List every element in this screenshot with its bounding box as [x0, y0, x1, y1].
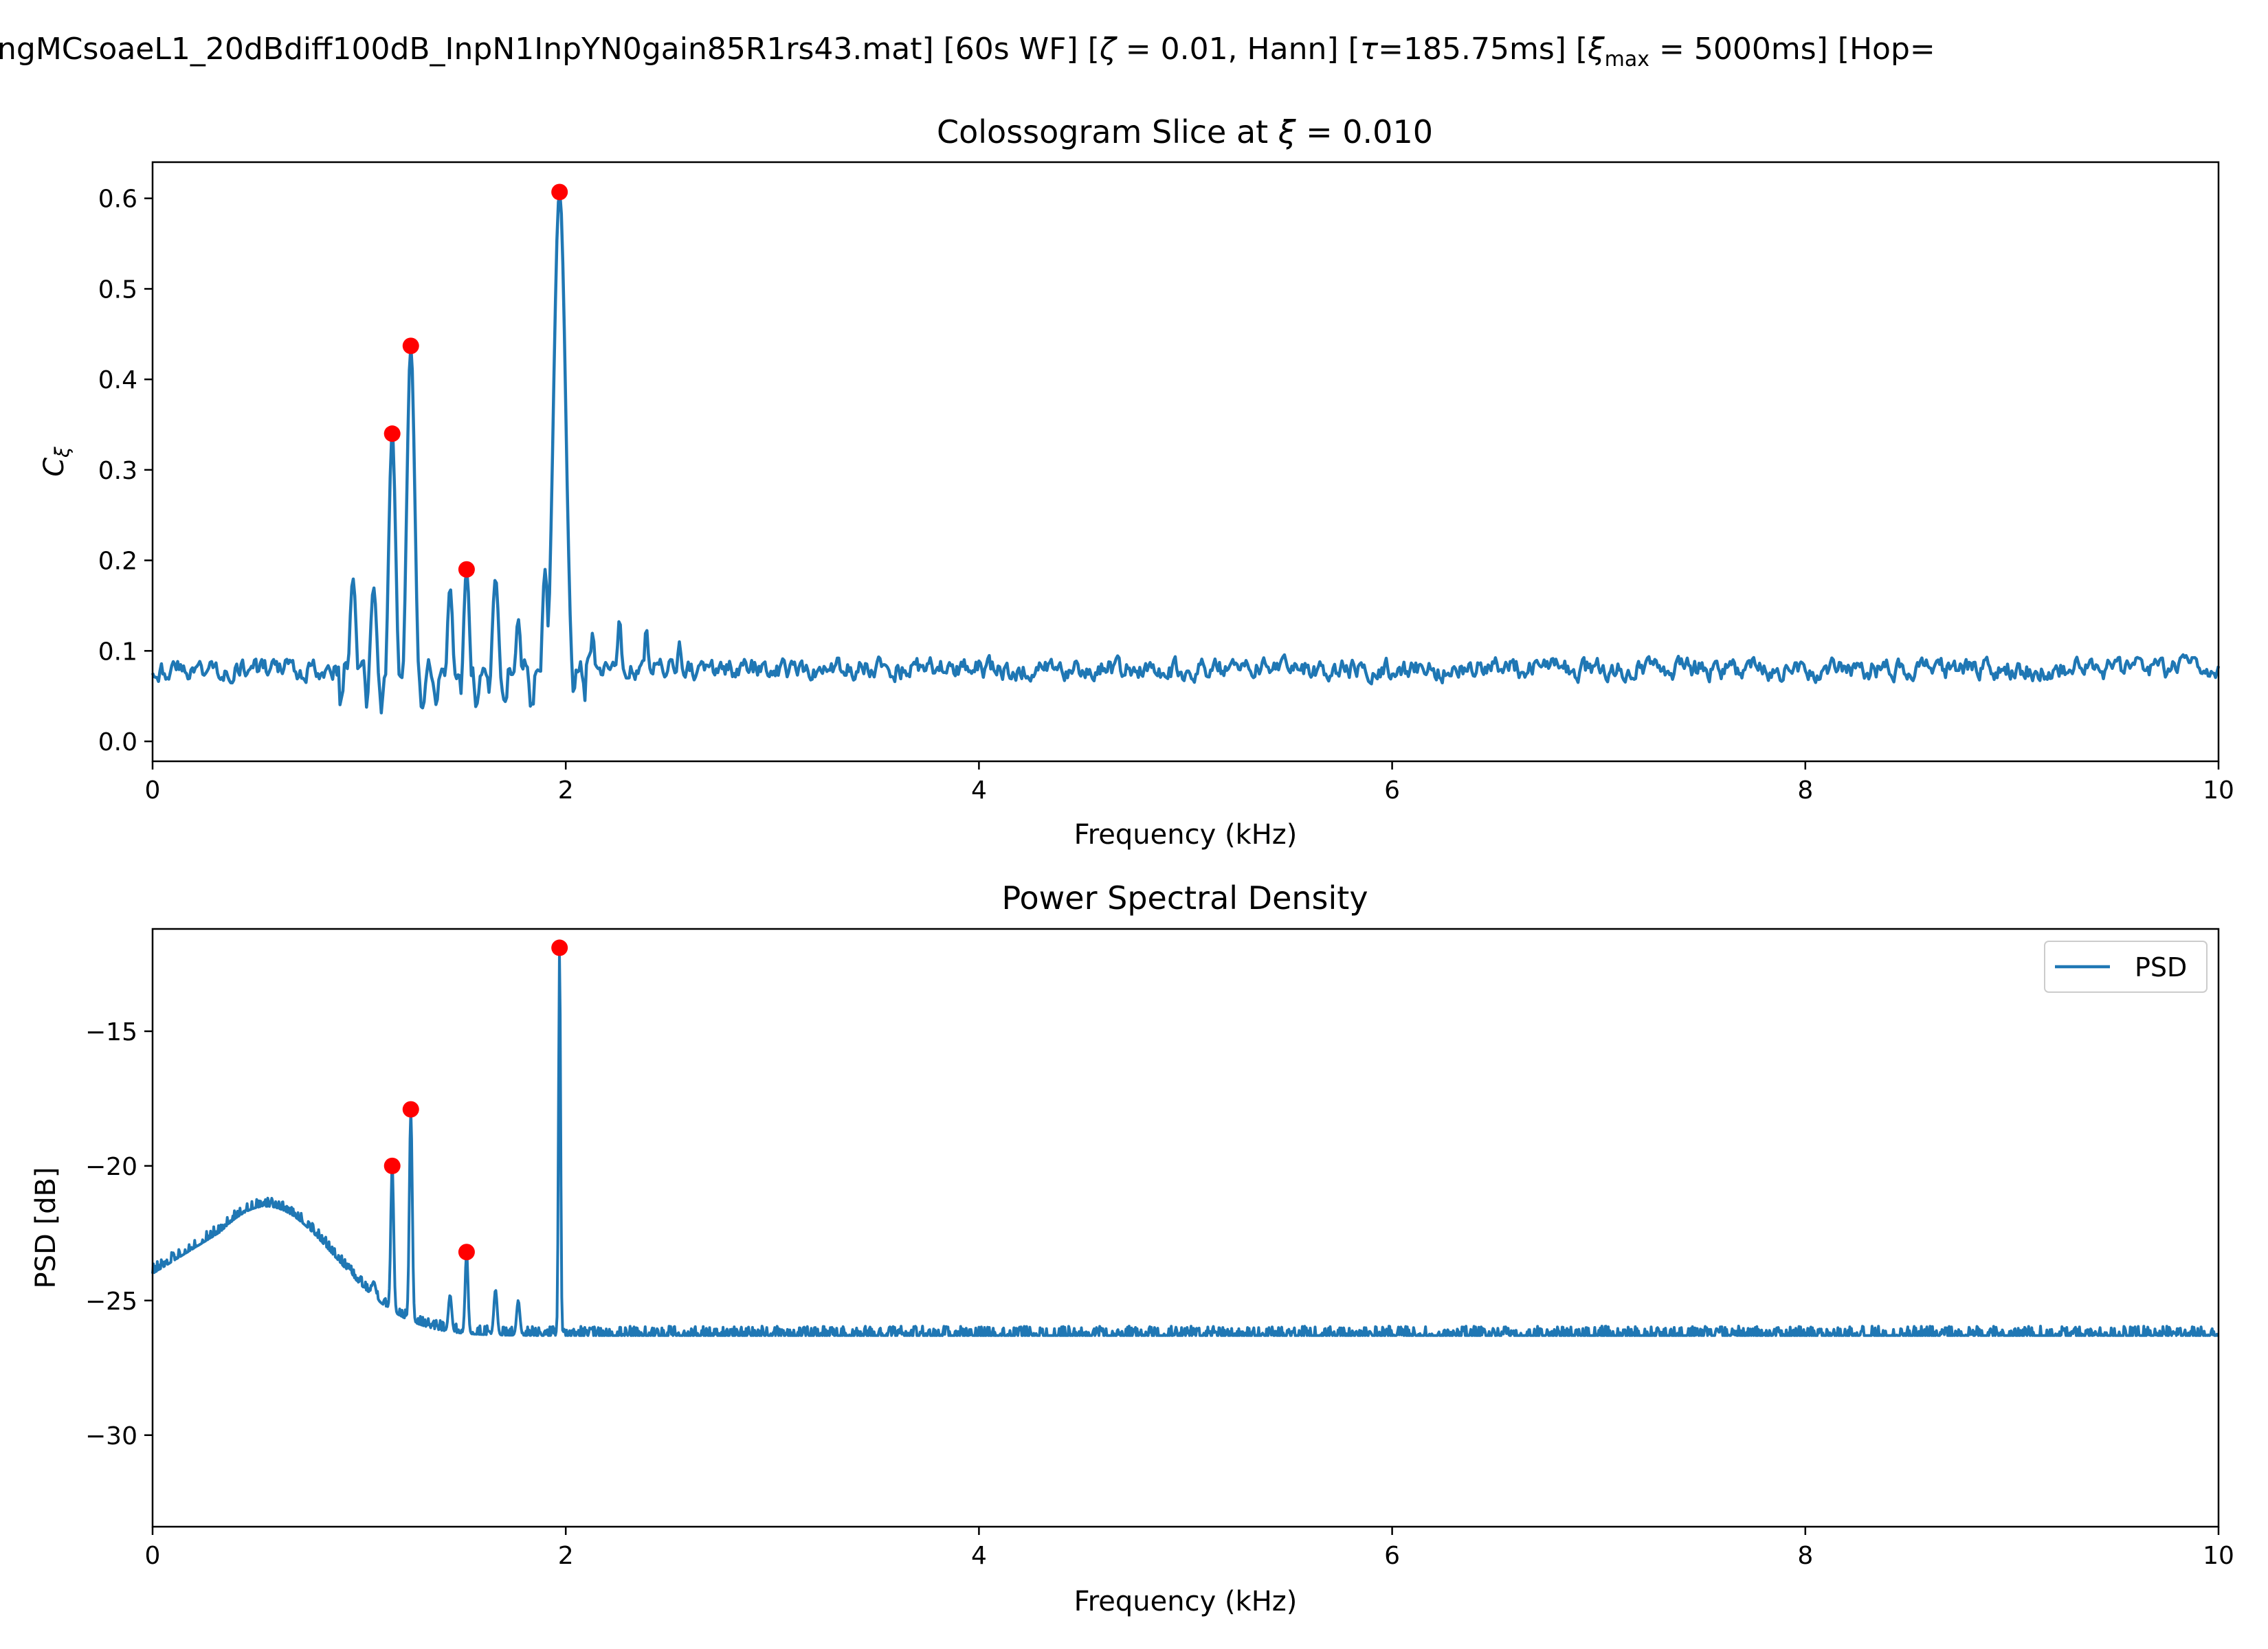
psd-panel: Power Spectral Density −30 −25 −20 −15 0 2 4 6… — [30, 879, 2234, 1617]
p1-xtick-label: 2 — [558, 776, 574, 805]
p2-xtick-label: 6 — [1384, 1542, 1400, 1570]
p2-ytick-label: −20 — [85, 1153, 137, 1181]
psd-peak-marker — [458, 1244, 475, 1261]
p1-ytick-label: 0.6 — [98, 186, 137, 214]
psd-legend-box — [2044, 941, 2208, 993]
psd-title: Power Spectral Density — [1001, 879, 1368, 917]
p2-ytick-label: −25 — [85, 1288, 137, 1316]
psd-peak-marker — [402, 1101, 419, 1118]
p1-ytick-label: 0.5 — [98, 276, 137, 304]
colossogram-panel: Colossogram Slice at ξ = 0.010 0.0 0.1 0.2… — [38, 113, 2234, 851]
psd-xlabel: Frequency (kHz) — [1074, 1586, 1298, 1617]
psd-peak-marker — [383, 1157, 401, 1174]
p2-xtick-label: 0 — [145, 1542, 161, 1570]
colossogram-peak-markers — [383, 183, 568, 578]
p1-xtick-label: 6 — [1384, 776, 1400, 805]
psd-legend-label: PSD — [2135, 952, 2187, 983]
p2-xtick-label: 4 — [971, 1542, 987, 1570]
p2-xtick-label: 10 — [2203, 1542, 2234, 1570]
psd-peak-markers — [383, 939, 568, 1261]
colossogram-peak-marker — [551, 183, 568, 201]
colossogram-axes-frame — [151, 161, 2220, 763]
p1-xtick-label: 10 — [2203, 776, 2234, 805]
p2-ytick-label: −30 — [85, 1422, 137, 1450]
colossogram-peak-marker — [458, 561, 475, 578]
figure-suptitle: ngMCsoaeL1_20dBdiff100dB_InpN1InpYN0gain… — [0, 32, 1935, 71]
colossogram-ylabel: Cξ — [38, 447, 74, 477]
psd-xticks: 0 2 4 6 8 10 — [145, 1527, 2234, 1570]
psd-legend: PSD — [2044, 941, 2208, 993]
p2-ytick-label: −15 — [85, 1018, 137, 1046]
psd-line — [151, 951, 2219, 1337]
p1-ytick-label: 0.3 — [98, 457, 137, 485]
p1-ytick-label: 0.0 — [98, 728, 137, 756]
psd-axes-frame — [151, 928, 2220, 1528]
psd-yticks: −30 −25 −20 −15 — [85, 1018, 153, 1450]
colossogram-title: Colossogram Slice at ξ = 0.010 — [937, 113, 1433, 150]
colossogram-peak-marker — [383, 425, 401, 442]
p1-ytick-label: 0.1 — [98, 638, 137, 666]
psd-ylabel: PSD [dB] — [30, 1167, 62, 1288]
p2-xtick-label: 8 — [1797, 1542, 1813, 1570]
colossogram-peak-marker — [402, 337, 419, 355]
p2-xtick-label: 2 — [558, 1542, 574, 1570]
colossogram-yticks: 0.0 0.1 0.2 0.3 0.4 0.5 0.6 — [98, 186, 153, 756]
p1-ytick-label: 0.4 — [98, 366, 137, 394]
psd-peak-marker — [551, 939, 568, 956]
p1-ytick-label: 0.2 — [98, 548, 137, 576]
colossogram-line — [151, 191, 2221, 715]
p1-xtick-label: 4 — [971, 776, 987, 805]
p1-xtick-label: 8 — [1797, 776, 1813, 805]
colossogram-xlabel: Frequency (kHz) — [1074, 819, 1298, 851]
colossogram-xticks: 0 2 4 6 8 10 — [145, 761, 2234, 805]
p1-xtick-label: 0 — [145, 776, 161, 805]
